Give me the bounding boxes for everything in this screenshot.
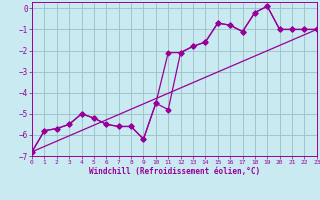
- X-axis label: Windchill (Refroidissement éolien,°C): Windchill (Refroidissement éolien,°C): [89, 167, 260, 176]
